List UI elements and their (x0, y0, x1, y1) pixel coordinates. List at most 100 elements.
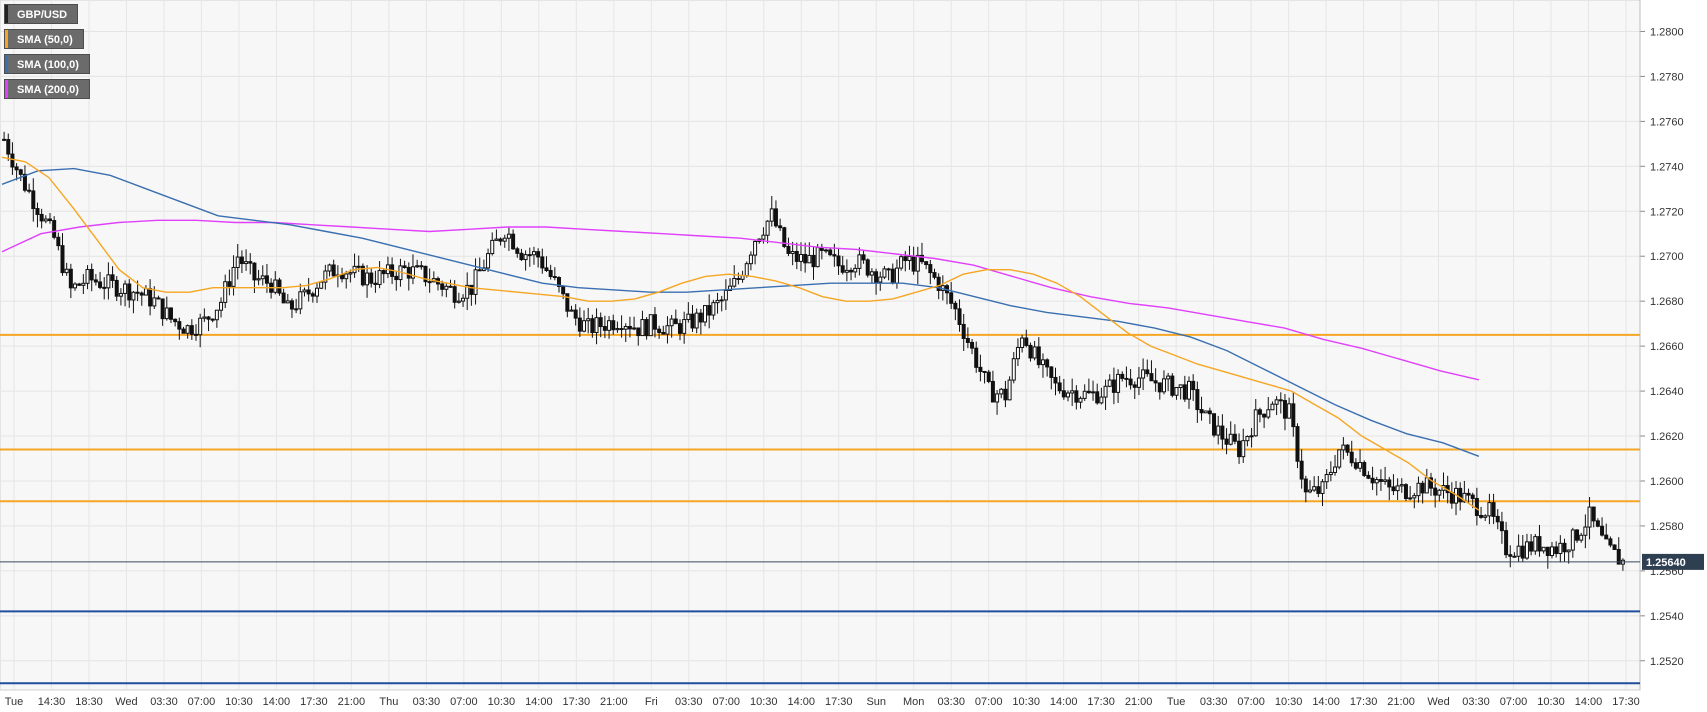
legend-item[interactable]: SMA (200,0) (4, 79, 90, 99)
candle-body (953, 302, 958, 310)
legend-swatch (5, 30, 8, 48)
x-tick-label: 14:00 (525, 696, 553, 708)
candle-body (35, 208, 40, 215)
candle-body (665, 325, 670, 335)
candle-body (319, 281, 324, 289)
candle-body (323, 270, 328, 283)
candle-body (1349, 451, 1354, 464)
candle-body (1203, 410, 1208, 414)
candle-body (1082, 390, 1087, 399)
candle-body (811, 254, 816, 268)
candle-body (73, 283, 78, 289)
sma-50-line (1, 156, 1480, 511)
candle-body (611, 320, 616, 331)
candle-body (607, 320, 612, 331)
y-tick-label: 1.2580 (1650, 521, 1684, 533)
candle-body (1358, 462, 1363, 469)
candle-body (552, 276, 557, 279)
candle-body (652, 314, 657, 330)
candle-body (1066, 392, 1071, 398)
candle-body (694, 312, 699, 329)
candle-body (114, 279, 119, 297)
candle-body (1107, 379, 1112, 387)
candle-body (1587, 506, 1592, 528)
candle-body (886, 268, 891, 271)
candle-body (949, 292, 954, 304)
candle-body (911, 256, 916, 272)
candle-body (473, 269, 478, 295)
candle-body (1524, 541, 1529, 559)
candle-body (673, 318, 678, 325)
candle-body (1011, 358, 1016, 381)
candle-body (849, 269, 854, 273)
x-tick-label: 17:30 (563, 696, 591, 708)
candle-body (586, 318, 591, 322)
candle-body (1170, 375, 1175, 396)
candle-body (556, 277, 561, 287)
candle-body (1040, 359, 1045, 366)
candle-body (1199, 409, 1204, 414)
candle-body (778, 225, 783, 229)
candle-body (39, 213, 44, 222)
candle-body (248, 261, 253, 264)
candle-body (765, 220, 770, 236)
candle-body (490, 239, 495, 255)
candle-body (448, 285, 453, 288)
candle-body (273, 279, 278, 293)
x-tick-label: 14:00 (263, 696, 291, 708)
candle-body (173, 318, 178, 323)
candle-body (748, 254, 753, 265)
candle-body (123, 283, 128, 294)
candle-body (1420, 482, 1425, 494)
legend-item[interactable]: SMA (100,0) (4, 54, 90, 74)
candle-body (1416, 482, 1421, 497)
candle-body (360, 265, 365, 286)
candle-body (369, 272, 374, 284)
candle-body (1341, 444, 1346, 451)
candle-body (1120, 373, 1125, 379)
candle-body (990, 380, 995, 403)
candle-body (1132, 384, 1137, 388)
candle-body (1207, 410, 1212, 415)
candle-body (965, 338, 970, 343)
candle-body (465, 284, 470, 299)
candle-body (1462, 492, 1467, 503)
candle-body (519, 252, 524, 261)
candle-body (569, 309, 574, 312)
candle-body (1212, 413, 1217, 436)
y-tick-label: 1.2640 (1650, 386, 1684, 398)
candle-body (1374, 479, 1379, 484)
candle-body (677, 323, 682, 334)
candle-body (285, 300, 290, 304)
x-tick-label: 21:00 (338, 696, 366, 708)
candle-body (1383, 479, 1388, 482)
candle-body (761, 234, 766, 240)
candle-body (139, 292, 144, 296)
candle-body (836, 255, 841, 267)
legend-item[interactable]: SMA (50,0) (4, 29, 84, 49)
candle-body (803, 253, 808, 264)
candle-body (1295, 426, 1300, 462)
candle-body (444, 285, 449, 290)
candle-body (1007, 379, 1012, 401)
candle-body (1249, 435, 1254, 438)
candle-body (1391, 486, 1396, 492)
candle-body (728, 285, 733, 291)
candle-body (1036, 346, 1041, 366)
candle-body (723, 289, 728, 301)
candle-body (2, 138, 7, 141)
candle-body (356, 265, 361, 268)
candle-body (461, 297, 466, 302)
candle-body (340, 274, 345, 280)
candle-body (511, 233, 516, 250)
candle-body (1061, 390, 1066, 398)
candle-body (1491, 502, 1496, 517)
current-price-tag (1642, 553, 1704, 570)
legend-swatch (5, 5, 8, 23)
candle-body (440, 283, 445, 290)
candle-body (1399, 484, 1404, 487)
candle-body (1003, 388, 1008, 401)
legend-item[interactable]: GBP/USD (4, 4, 79, 24)
candle-body (27, 189, 32, 192)
